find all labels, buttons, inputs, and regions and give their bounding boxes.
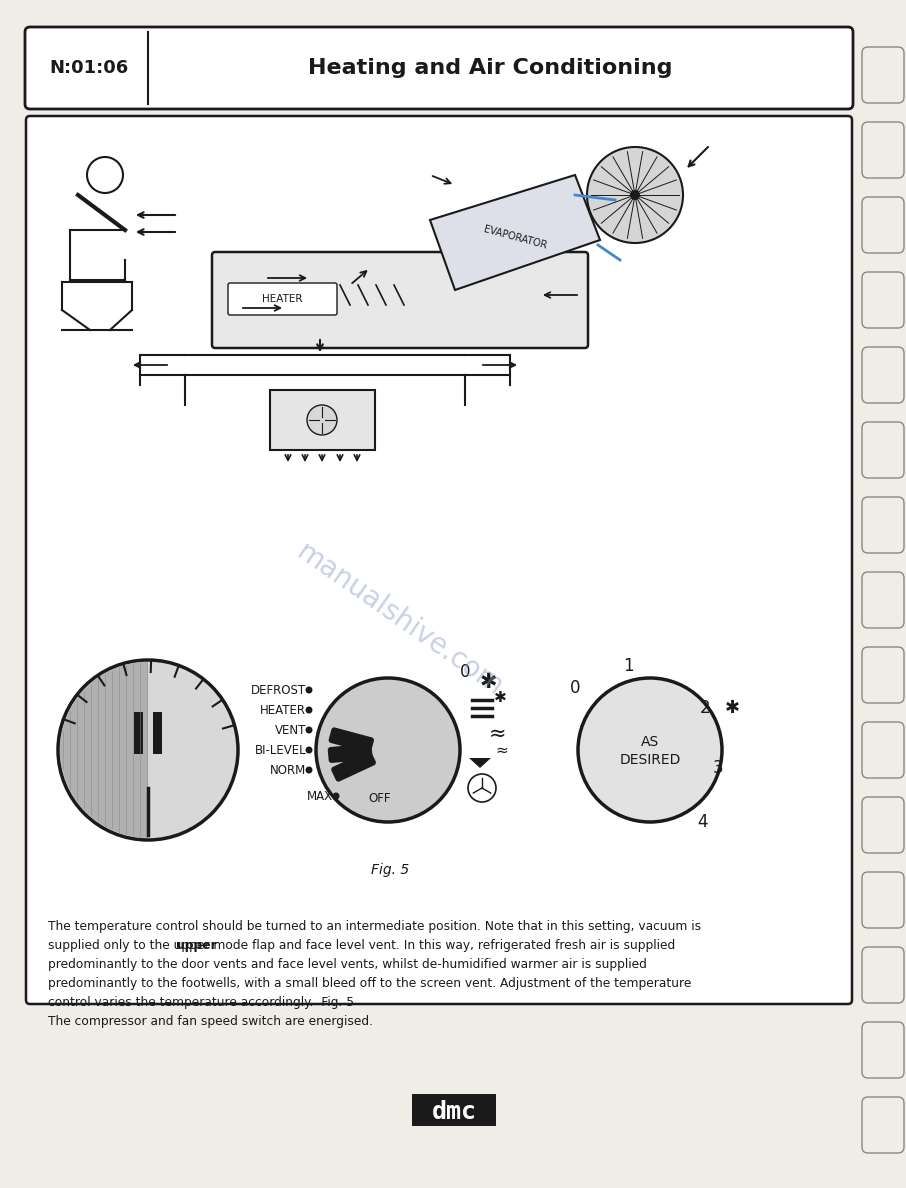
Circle shape xyxy=(305,746,313,753)
Bar xyxy=(270,390,375,450)
Circle shape xyxy=(316,678,460,822)
FancyBboxPatch shape xyxy=(862,1022,904,1078)
Text: DEFROST: DEFROST xyxy=(251,683,306,696)
Circle shape xyxy=(305,687,313,694)
Circle shape xyxy=(333,792,340,800)
Text: Heating and Air Conditioning: Heating and Air Conditioning xyxy=(308,58,672,78)
FancyBboxPatch shape xyxy=(328,744,372,763)
Text: DESIRED: DESIRED xyxy=(620,753,680,767)
FancyBboxPatch shape xyxy=(862,48,904,103)
FancyBboxPatch shape xyxy=(862,571,904,628)
Bar xyxy=(134,712,143,754)
FancyBboxPatch shape xyxy=(329,727,374,753)
FancyBboxPatch shape xyxy=(212,252,588,348)
Circle shape xyxy=(307,405,337,435)
FancyBboxPatch shape xyxy=(862,947,904,1003)
FancyBboxPatch shape xyxy=(862,1097,904,1154)
Text: HEATER: HEATER xyxy=(260,703,306,716)
Circle shape xyxy=(587,147,683,244)
Text: manualshive.com: manualshive.com xyxy=(292,538,508,702)
FancyBboxPatch shape xyxy=(862,722,904,778)
Polygon shape xyxy=(469,758,491,767)
Text: 0: 0 xyxy=(459,663,470,681)
Wedge shape xyxy=(60,662,148,838)
Text: 1: 1 xyxy=(622,657,633,675)
Text: The compressor and fan speed switch are energised.: The compressor and fan speed switch are … xyxy=(48,1015,373,1028)
Text: N:01:06: N:01:06 xyxy=(49,59,129,77)
Text: 4: 4 xyxy=(697,813,708,830)
Text: MAX: MAX xyxy=(307,790,333,803)
FancyBboxPatch shape xyxy=(862,197,904,253)
FancyBboxPatch shape xyxy=(228,283,337,315)
Text: The temperature control should be turned to an intermediate position. Note that : The temperature control should be turned… xyxy=(48,920,701,933)
FancyBboxPatch shape xyxy=(26,116,852,1004)
Text: predominantly to the footwells, with a small bleed off to the screen vent. Adjus: predominantly to the footwells, with a s… xyxy=(48,977,691,990)
FancyBboxPatch shape xyxy=(412,1094,496,1126)
Circle shape xyxy=(578,678,722,822)
Text: predominantly to the door vents and face level vents, whilst de-humidified warme: predominantly to the door vents and face… xyxy=(48,958,647,971)
Text: 0: 0 xyxy=(570,680,580,697)
FancyBboxPatch shape xyxy=(862,497,904,552)
Text: HEATER: HEATER xyxy=(262,293,303,304)
Text: supplied only to the upper mode flap and face level vent. In this way, refrigera: supplied only to the upper mode flap and… xyxy=(48,939,675,952)
Text: upper: upper xyxy=(176,939,217,952)
Text: dmc: dmc xyxy=(431,1100,477,1124)
FancyBboxPatch shape xyxy=(331,751,376,782)
Circle shape xyxy=(630,190,640,200)
Text: control varies the temperature accordingly.  Fig. 5: control varies the temperature according… xyxy=(48,996,354,1009)
FancyBboxPatch shape xyxy=(862,422,904,478)
Text: ≈: ≈ xyxy=(496,742,508,758)
Text: ▶mc: ▶mc xyxy=(426,1095,480,1125)
Text: ✱: ✱ xyxy=(725,699,739,718)
Text: EVAPORATOR: EVAPORATOR xyxy=(482,225,548,251)
Text: AS: AS xyxy=(641,735,660,748)
Circle shape xyxy=(305,707,313,714)
Text: ✱: ✱ xyxy=(479,672,496,691)
Text: ≈: ≈ xyxy=(489,723,506,744)
Text: 2: 2 xyxy=(699,699,710,718)
Bar xyxy=(153,712,162,754)
FancyBboxPatch shape xyxy=(862,872,904,928)
Text: Fig. 5: Fig. 5 xyxy=(371,862,410,877)
FancyBboxPatch shape xyxy=(25,27,853,109)
Circle shape xyxy=(305,727,313,733)
Text: ✱: ✱ xyxy=(494,690,506,706)
Polygon shape xyxy=(430,175,600,290)
Text: NORM: NORM xyxy=(270,764,306,777)
Circle shape xyxy=(305,766,313,773)
Text: BI-LEVEL: BI-LEVEL xyxy=(255,744,306,757)
Text: 3: 3 xyxy=(713,759,723,777)
FancyBboxPatch shape xyxy=(862,647,904,703)
Text: OFF: OFF xyxy=(369,791,391,804)
Circle shape xyxy=(87,157,123,192)
Circle shape xyxy=(58,661,238,840)
FancyBboxPatch shape xyxy=(862,272,904,328)
FancyBboxPatch shape xyxy=(862,122,904,178)
Text: VENT: VENT xyxy=(275,723,306,737)
FancyBboxPatch shape xyxy=(862,347,904,403)
FancyBboxPatch shape xyxy=(862,797,904,853)
